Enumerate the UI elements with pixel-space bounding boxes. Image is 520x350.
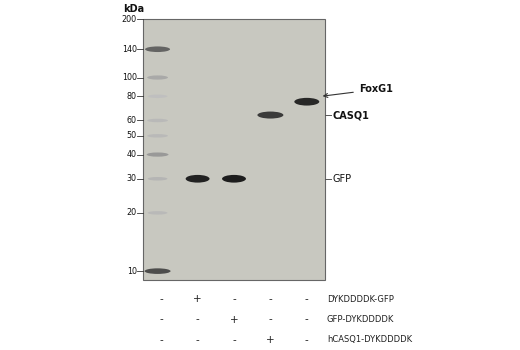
- Ellipse shape: [222, 175, 246, 183]
- Text: +: +: [230, 315, 238, 324]
- Ellipse shape: [294, 98, 319, 106]
- Ellipse shape: [148, 211, 167, 215]
- Text: -: -: [305, 315, 309, 324]
- Text: 40: 40: [127, 150, 137, 159]
- Text: GFP: GFP: [333, 174, 352, 184]
- Ellipse shape: [148, 94, 167, 98]
- Text: DYKDDDDK-GFP: DYKDDDDK-GFP: [327, 295, 394, 304]
- Text: 50: 50: [127, 131, 137, 140]
- Text: 30: 30: [127, 174, 137, 183]
- Text: -: -: [159, 294, 163, 304]
- Ellipse shape: [147, 153, 168, 157]
- Text: -: -: [268, 294, 272, 304]
- Text: CASQ1: CASQ1: [333, 110, 370, 120]
- Text: FoxG1: FoxG1: [324, 84, 393, 97]
- Text: GFP-DYKDDDDK: GFP-DYKDDDDK: [327, 315, 394, 324]
- Ellipse shape: [147, 76, 168, 80]
- Ellipse shape: [148, 177, 167, 181]
- Text: -: -: [305, 335, 309, 345]
- Ellipse shape: [147, 134, 168, 138]
- Text: +: +: [266, 335, 275, 345]
- Text: -: -: [268, 315, 272, 324]
- Text: -: -: [232, 335, 236, 345]
- Text: 10: 10: [127, 267, 137, 276]
- Text: kDa: kDa: [123, 4, 144, 14]
- Text: 20: 20: [127, 208, 137, 217]
- Ellipse shape: [145, 47, 170, 52]
- Ellipse shape: [186, 175, 210, 183]
- Text: -: -: [232, 294, 236, 304]
- Text: -: -: [196, 335, 200, 345]
- Text: 200: 200: [122, 15, 137, 24]
- Text: -: -: [159, 315, 163, 324]
- Text: 80: 80: [127, 92, 137, 101]
- Text: -: -: [196, 315, 200, 324]
- Ellipse shape: [145, 268, 171, 274]
- Bar: [143, 19, 325, 280]
- Ellipse shape: [257, 112, 283, 119]
- Text: 60: 60: [127, 116, 137, 125]
- Ellipse shape: [147, 119, 168, 122]
- Text: +: +: [193, 294, 202, 304]
- Text: -: -: [305, 294, 309, 304]
- Text: 140: 140: [122, 45, 137, 54]
- Text: hCASQ1-DYKDDDDK: hCASQ1-DYKDDDDK: [327, 335, 412, 344]
- Text: 100: 100: [122, 73, 137, 82]
- Text: -: -: [159, 335, 163, 345]
